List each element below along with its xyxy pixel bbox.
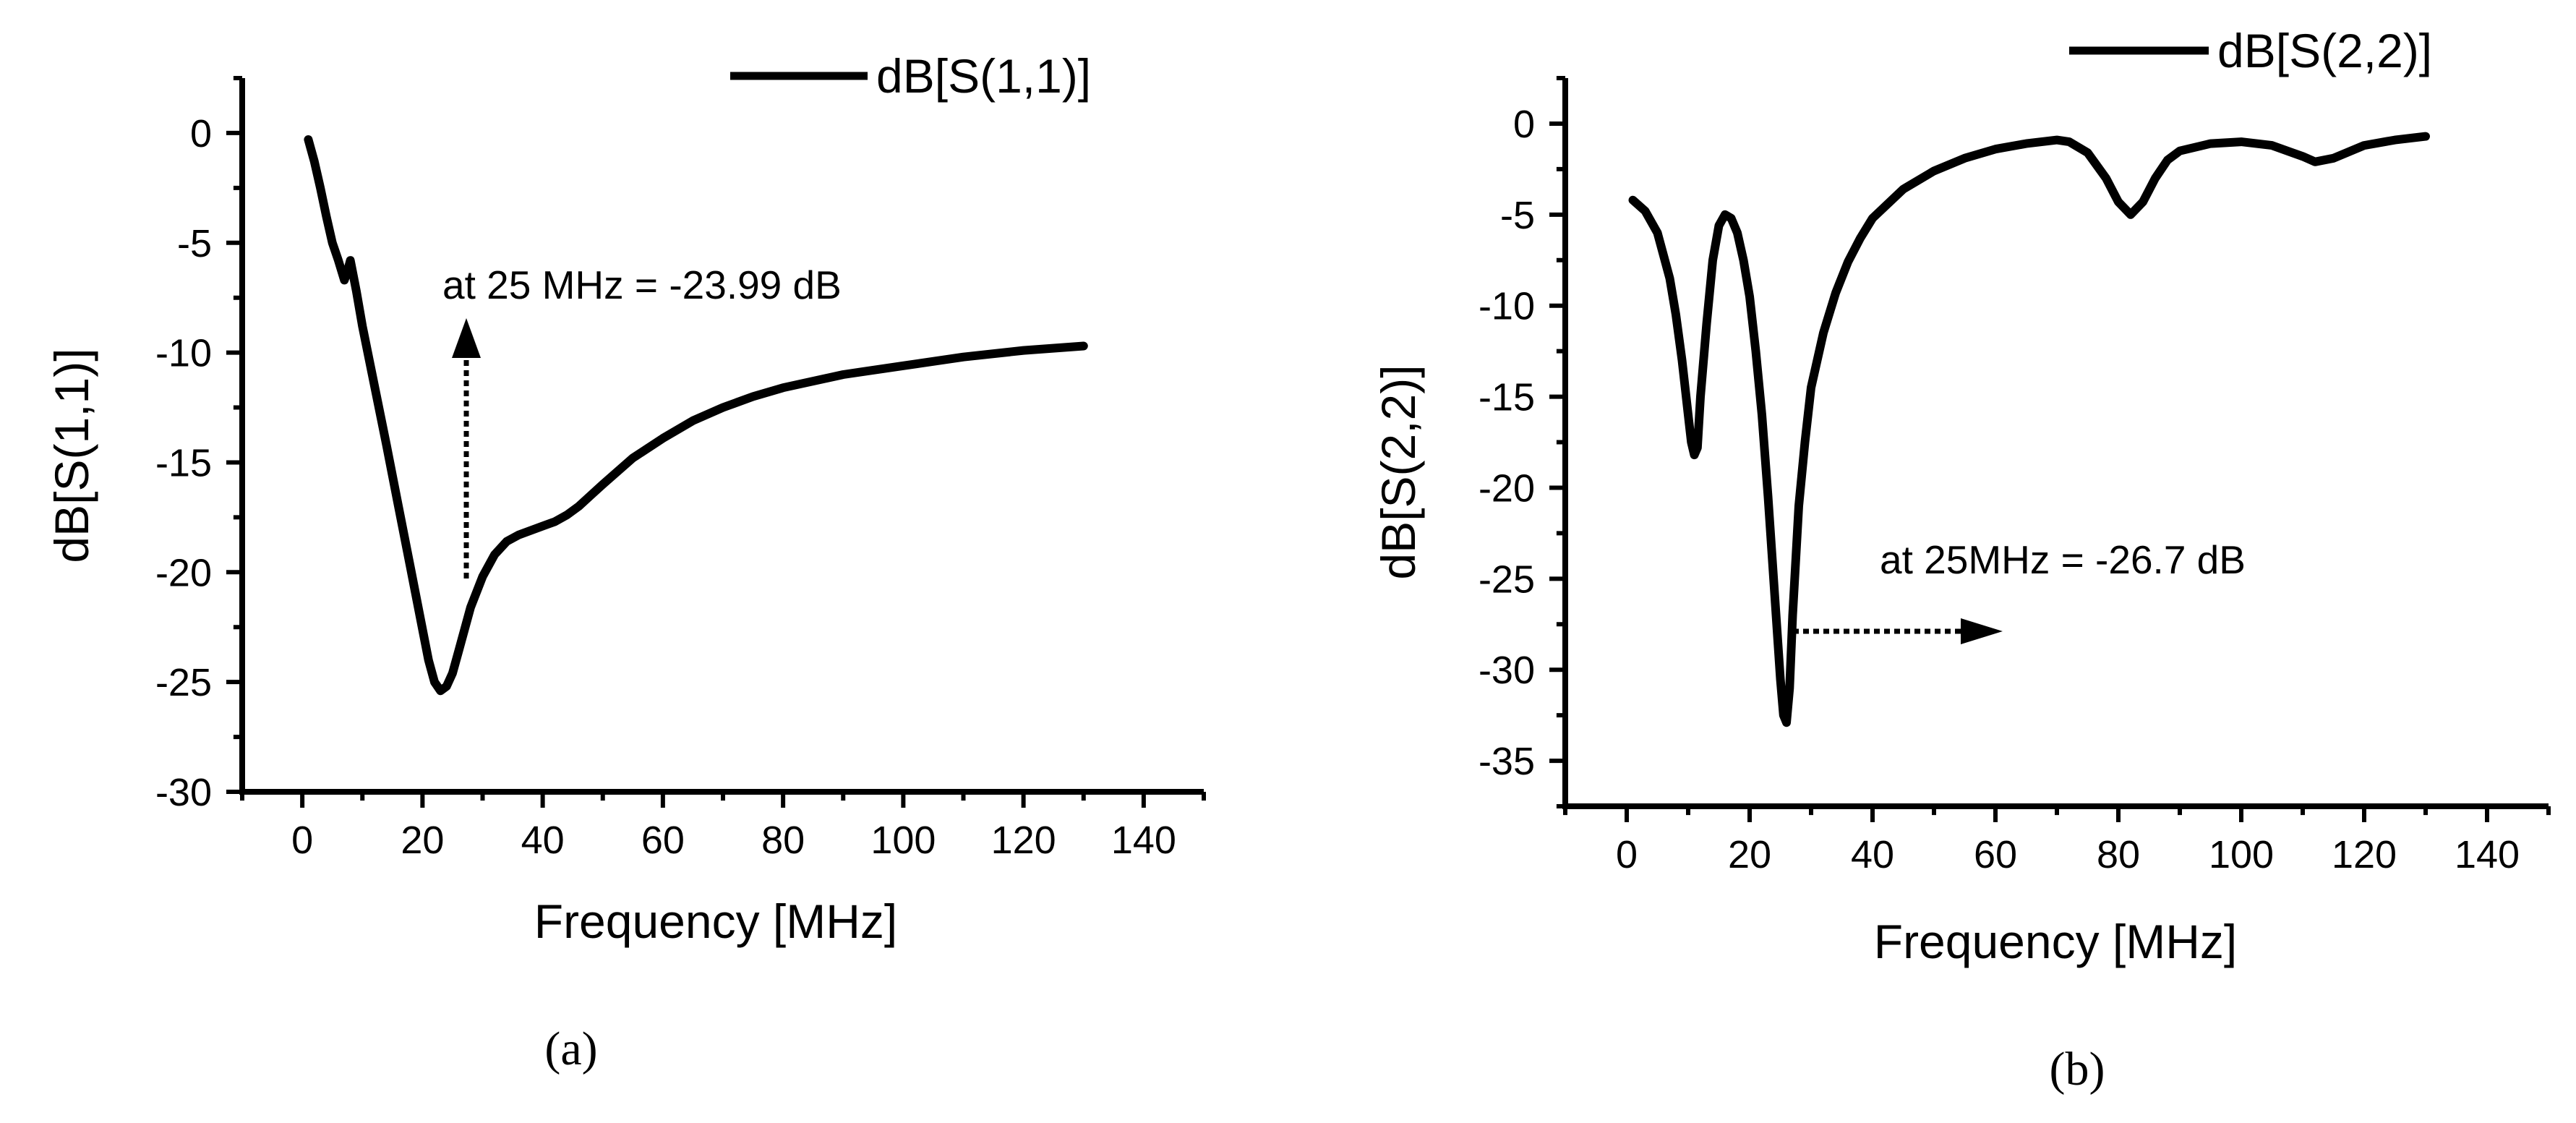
chart-b-y-tick-labels: 0 -5 -10 -15 -20 -25 -30 -35 <box>1479 103 1535 783</box>
chart-a-y-tick-label: -20 <box>155 551 212 594</box>
chart-a-y-tick-label: -30 <box>155 771 212 814</box>
chart-a-y-tick-label: -5 <box>177 222 212 265</box>
chart-b-y-tick-label: 0 <box>1513 103 1535 146</box>
chart-b-x-tick-label: 100 <box>2209 833 2274 876</box>
chart-a-annotation: at 25 MHz = -23.99 dB <box>442 262 842 307</box>
chart-b-ticks <box>1549 76 2551 822</box>
chart-a-x-tick-label: 20 <box>401 819 444 862</box>
chart-b-annotation-arrowhead <box>1961 618 2003 644</box>
chart-b-annotation: at 25MHz = -26.7 dB <box>1880 537 2246 582</box>
chart-b-y-tick-label: -25 <box>1479 558 1535 601</box>
chart-b-x-tick-label: 40 <box>1851 833 1894 876</box>
chart-b-y-axis-title: dB[S(2,2)] <box>1372 364 1425 579</box>
chart-b-x-tick-label: 0 <box>1616 833 1638 876</box>
chart-a-x-tick-label: 0 <box>291 819 313 862</box>
chart-b-x-tick-label: 20 <box>1728 833 1771 876</box>
chart-panel-b: 0 20 40 60 80 100 120 140 0 -5 -10 -15 -20 -25 -30 -35… <box>1372 24 2551 1096</box>
chart-a-y-tick-label: -15 <box>155 441 212 484</box>
chart-b-y-tick-label: -30 <box>1479 649 1535 692</box>
chart-b-x-tick-label: 80 <box>2097 833 2140 876</box>
chart-a-x-axis-title: Frequency [MHz] <box>534 894 897 948</box>
chart-a-annotation-arrowhead <box>452 318 481 358</box>
chart-a-x-tick-label: 40 <box>521 819 565 862</box>
chart-b-x-tick-labels: 0 20 40 60 80 100 120 140 <box>1616 833 2520 876</box>
chart-a-x-tick-label: 100 <box>870 819 936 862</box>
chart-b-y-tick-label: -10 <box>1479 285 1535 328</box>
chart-b-y-tick-label: -5 <box>1500 194 1535 237</box>
chart-a-panel-label: (a) <box>544 1022 597 1075</box>
chart-b-legend-label: dB[S(2,2)] <box>2217 24 2432 77</box>
chart-b-x-tick-label: 140 <box>2455 833 2520 876</box>
chart-a-legend-label: dB[S(1,1)] <box>876 49 1091 103</box>
chart-b-x-tick-label: 60 <box>1974 833 2017 876</box>
chart-a-x-tick-label: 140 <box>1111 819 1176 862</box>
chart-a-x-tick-label: 80 <box>761 819 805 862</box>
chart-b-x-tick-label: 120 <box>2332 833 2397 876</box>
chart-a-y-tick-label: 0 <box>190 112 212 155</box>
chart-a-ticks <box>226 76 1206 808</box>
chart-b-panel-label: (b) <box>2050 1043 2105 1096</box>
chart-a-y-tick-label: -10 <box>155 332 212 375</box>
chart-a-series-line <box>304 135 1088 696</box>
chart-panel-a: 0 20 40 60 80 100 120 140 0 -5 -10 -15 -20 -25 -30 Fr… <box>45 49 1206 1075</box>
chart-b-axes <box>1562 78 2549 809</box>
chart-a-y-tick-labels: 0 -5 -10 -15 -20 -25 -30 <box>155 112 212 814</box>
chart-a-y-tick-label: -25 <box>155 661 212 704</box>
chart-a-y-axis-title: dB[S(1,1)] <box>45 348 98 563</box>
chart-b-y-tick-label: -35 <box>1479 740 1535 783</box>
chart-a-x-tick-labels: 0 20 40 60 80 100 120 140 <box>291 819 1176 862</box>
chart-a-x-tick-label: 120 <box>991 819 1056 862</box>
chart-a-x-tick-label: 60 <box>641 819 685 862</box>
chart-b-y-tick-label: -20 <box>1479 466 1535 510</box>
chart-b-y-tick-label: -15 <box>1479 376 1535 419</box>
chart-b-x-axis-title: Frequency [MHz] <box>1874 915 2237 968</box>
chart-b-series-line <box>1628 132 2430 727</box>
